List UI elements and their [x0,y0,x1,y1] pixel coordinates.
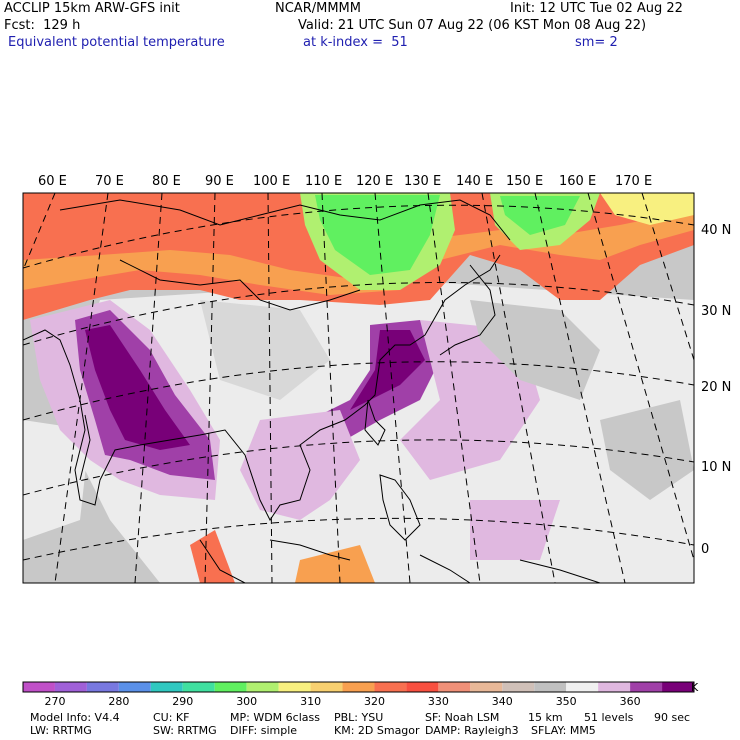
footer-item: 15 km [528,711,563,724]
colorbar-swatch [86,682,119,692]
colorbar-tick-label: 280 [108,695,129,708]
lat-label: 0 [701,542,709,557]
colorbar-swatch [23,682,55,692]
colorbar-swatch [278,682,311,692]
colorbar-swatch [214,682,247,692]
graticule [23,193,694,583]
colorbar-swatch [310,682,343,692]
colorbar-swatch [150,682,183,692]
colorbar-swatch [598,682,631,692]
footer-item: Model Info: V4.4 [30,711,120,724]
field-green [315,195,440,275]
forecast-hour: Fcst: 129 h [4,18,81,33]
lat-label: 30 N [701,304,731,319]
lon-label: 70 E [95,174,124,189]
colorbar-tick-label: 270 [45,695,66,708]
valid-time: Valid: 21 UTC Sun 07 Aug 22 (06 KST Mon … [298,18,647,33]
footer-item: SFLAY: MM5 [531,724,596,737]
colorbar-swatch [118,682,151,692]
colorbar-swatch [630,682,663,692]
lon-label: 90 E [205,174,234,189]
footer-item: DAMP: Rayleigh3 [425,724,519,737]
colorbar-tick-label: 290 [172,695,193,708]
lon-label: 80 E [152,174,181,189]
model-title: ACCLIP 15km ARW-GFS init [4,1,180,16]
footer-item: DIFF: simple [230,724,298,737]
latitude-labels: 40 N 30 N 20 N 10 N 0 [701,223,731,557]
colorbar-swatch [342,682,375,692]
footer-item: SF: Noah LSM [425,711,500,724]
footer-item: KM: 2D Smagor [334,724,420,737]
center-name: NCAR/MMMM [275,1,361,16]
colorbar-swatch [406,682,439,692]
footer-item: SW: RRTMG [153,724,217,737]
colorbar-tick-label: 300 [236,695,257,708]
lon-label: 60 E [38,174,67,189]
colorbar-labels: 270 280 290 300 310 320 330 340 350 360 K [45,681,700,708]
colorbar-tick-label: 320 [364,695,385,708]
colorbar-swatch [54,682,87,692]
colorbar-swatch [438,682,471,692]
footer-item: CU: KF [153,711,190,724]
coastlines [23,199,601,583]
lon-label: 130 E [404,174,441,189]
field-name: Equivalent potential temperature [8,35,225,50]
map-frame [22,192,695,584]
colorbar-tick-label: 350 [556,695,577,708]
colorbar-tick-label: 330 [428,695,449,708]
longitude-labels: 60 E 70 E 80 E 90 E 100 E 110 E 120 E 130 E 140 … [38,174,652,189]
map-panel [23,193,694,583]
level-index: at k-index = 51 [303,35,408,50]
lon-label: 140 E [456,174,493,189]
lon-label: 110 E [305,174,342,189]
footer-item: 51 levels [584,711,634,724]
footer-item: PBL: YSU [334,711,384,724]
footer-item: 90 sec [654,711,691,724]
colorbar [22,681,695,693]
lat-label: 20 N [701,380,731,395]
footer-item: MP: WDM 6class [230,711,320,724]
lon-label: 120 E [356,174,393,189]
colorbar-swatch [374,682,407,692]
smoothing: sm= 2 [575,35,618,50]
field-dark-purple [85,325,190,450]
colorbar-swatch [502,682,535,692]
lat-label: 10 N [701,460,731,475]
colorbar-tick-label: 340 [492,695,513,708]
colorbar-unit: K [691,681,699,694]
colorbar-swatch [182,682,215,692]
colorbar-swatch [534,682,567,692]
footer-item: LW: RRTMG [30,724,92,737]
lon-label: 150 E [506,174,543,189]
colorbar-tick-label: 310 [300,695,321,708]
lon-label: 100 E [253,174,290,189]
colorbar-tick-label: 360 [620,695,641,708]
colorbar-swatch [566,682,599,692]
colorbar-swatch [470,682,503,692]
colorbar-frame [22,681,695,693]
init-time: Init: 12 UTC Tue 02 Aug 22 [510,1,683,16]
colorbar-swatch [246,682,279,692]
lon-label: 160 E [559,174,596,189]
lat-label: 40 N [701,223,731,238]
lon-label: 170 E [615,174,652,189]
colorbar-swatch [662,682,694,692]
